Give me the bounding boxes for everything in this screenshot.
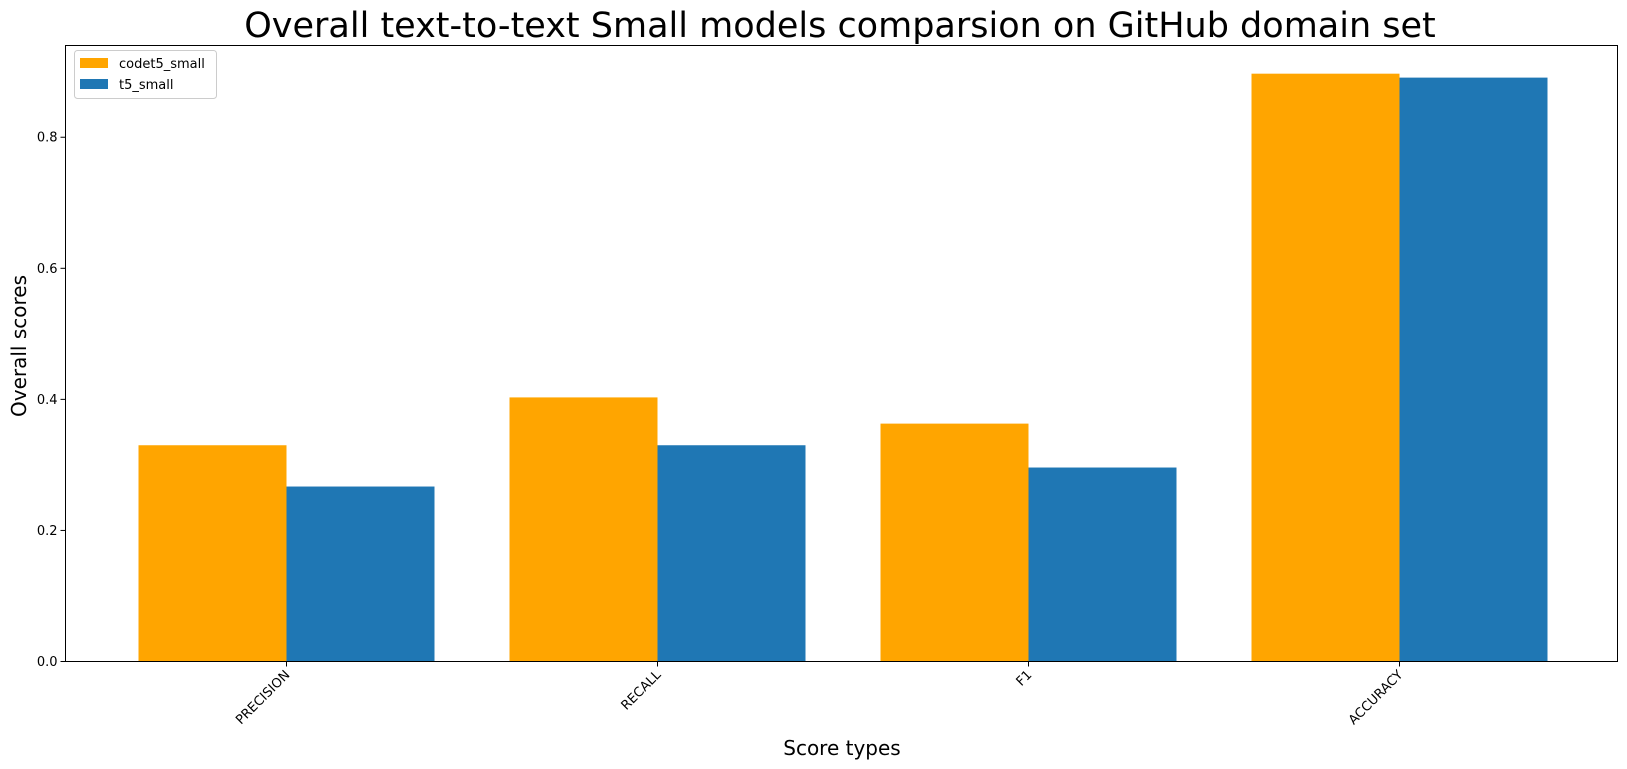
legend-swatch-t5_small bbox=[80, 79, 108, 89]
legend-swatch-codet5_small bbox=[80, 58, 108, 68]
y-axis: 0.0 0.2 0.4 0.6 0.8 bbox=[37, 131, 66, 670]
x-axis: PRECISION RECALL F1 ACCURACY bbox=[233, 661, 1406, 728]
x-tick-label: F1 bbox=[1014, 668, 1036, 690]
bar-codet5_small-f1 bbox=[880, 423, 1029, 662]
bar-t5_small-f1 bbox=[1028, 467, 1177, 662]
bar-codet5_small-precision bbox=[138, 445, 287, 662]
x-tick-label: ACCURACY bbox=[1346, 668, 1406, 728]
y-tick-label: 0.6 bbox=[37, 262, 58, 277]
plot-frame bbox=[65, 45, 1618, 662]
legend-label-codet5_small: codet5_small bbox=[119, 57, 205, 72]
y-tick-label: 0.8 bbox=[37, 131, 58, 146]
y-axis-label: Overall scores bbox=[7, 275, 31, 417]
chart-title: Overall text-to-text Small models compar… bbox=[244, 6, 1436, 46]
bar-codet5_small-recall bbox=[509, 397, 658, 662]
bar-codet5_small-accuracy bbox=[1251, 73, 1400, 662]
y-tick-label: 0.2 bbox=[37, 524, 58, 539]
bars-group bbox=[138, 73, 1548, 662]
bar-t5_small-recall bbox=[657, 445, 806, 662]
x-axis-label: Score types bbox=[783, 736, 900, 760]
bar-t5_small-accuracy bbox=[1399, 77, 1548, 662]
legend-label-t5_small: t5_small bbox=[119, 78, 174, 93]
bar-t5_small-precision bbox=[286, 486, 435, 662]
x-tick-label: PRECISION bbox=[233, 668, 293, 728]
legend: codet5_small t5_small bbox=[74, 50, 217, 99]
legend-box bbox=[74, 50, 217, 99]
x-tick-label: RECALL bbox=[619, 667, 665, 713]
y-tick-label: 0.0 bbox=[37, 655, 58, 670]
y-tick-label: 0.4 bbox=[37, 393, 58, 408]
